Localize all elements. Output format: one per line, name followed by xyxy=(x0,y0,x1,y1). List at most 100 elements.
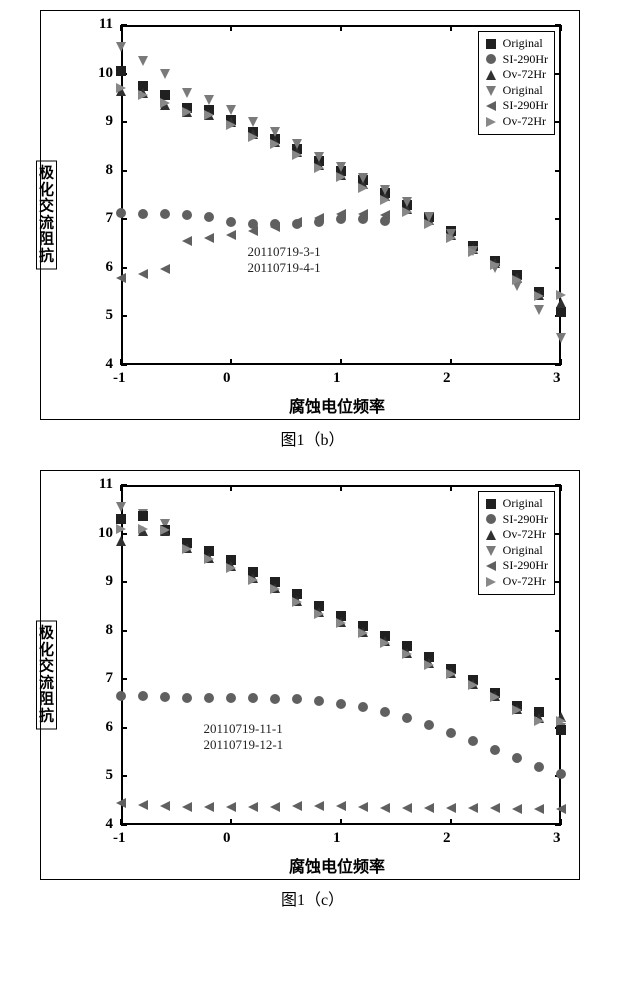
y-tick-label: 7 xyxy=(85,210,113,227)
data-point xyxy=(292,694,302,704)
data-point xyxy=(248,575,258,585)
data-point xyxy=(336,162,346,172)
data-point xyxy=(138,691,148,701)
data-point xyxy=(182,236,192,246)
data-point xyxy=(402,803,412,813)
data-point xyxy=(204,212,214,222)
x-tick-label: 1 xyxy=(333,830,341,847)
data-point xyxy=(182,693,192,703)
legend-item: Original xyxy=(485,36,548,52)
data-point xyxy=(534,762,544,772)
x-tick-label: -1 xyxy=(113,370,126,387)
data-point xyxy=(336,172,346,182)
data-point xyxy=(534,716,544,726)
data-point xyxy=(292,597,302,607)
data-point xyxy=(468,803,478,813)
legend-marker-icon xyxy=(485,576,497,588)
data-point xyxy=(358,209,368,219)
data-point xyxy=(292,217,302,227)
chart-c-frame: 4567891011-10123极化交流阻抗腐蚀电位频率20110719-11-… xyxy=(40,470,580,880)
data-point xyxy=(182,544,192,554)
data-point xyxy=(380,195,390,205)
legend: OriginalSI-290HrOv-72HrOriginalSI-290HrO… xyxy=(478,31,555,135)
data-point xyxy=(226,120,236,130)
data-point xyxy=(160,69,170,79)
data-point xyxy=(292,801,302,811)
data-point xyxy=(424,720,434,730)
data-point xyxy=(358,702,368,712)
data-point xyxy=(182,802,192,812)
data-point xyxy=(490,745,500,755)
data-point xyxy=(380,185,390,195)
legend-item: Original xyxy=(485,496,548,512)
legend-marker-icon xyxy=(485,529,497,541)
legend-marker-icon xyxy=(485,38,497,50)
chart-b-caption: 图1（b） xyxy=(30,426,595,450)
y-tick-label: 4 xyxy=(85,356,113,373)
data-point xyxy=(380,210,390,220)
data-point xyxy=(380,803,390,813)
x-axis-title: 腐蚀电位频率 xyxy=(289,853,385,877)
data-point xyxy=(138,90,148,100)
data-point xyxy=(116,691,126,701)
data-point xyxy=(534,305,544,315)
legend-item: Original xyxy=(485,543,548,559)
legend-label: Original xyxy=(503,543,543,559)
data-point xyxy=(226,230,236,240)
data-point xyxy=(314,801,324,811)
data-point xyxy=(270,802,280,812)
data-point xyxy=(314,696,324,706)
data-point xyxy=(248,132,258,142)
y-tick-label: 10 xyxy=(85,65,113,82)
data-point xyxy=(226,217,236,227)
legend-item: Ov-72Hr xyxy=(485,527,548,543)
legend-label: SI-290Hr xyxy=(503,98,548,114)
data-point xyxy=(512,705,522,715)
data-point xyxy=(160,209,170,219)
y-tick-label: 6 xyxy=(85,719,113,736)
y-tick-label: 11 xyxy=(85,16,113,33)
data-point xyxy=(468,736,478,746)
data-point xyxy=(204,95,214,105)
chart-b-block: 4567891011-10123极化交流阻抗腐蚀电位频率20110719-3-1… xyxy=(30,10,595,450)
data-point xyxy=(468,247,478,257)
data-point xyxy=(402,649,412,659)
chart-c-block: 4567891011-10123极化交流阻抗腐蚀电位频率20110719-11-… xyxy=(30,470,595,910)
data-point xyxy=(490,803,500,813)
y-tick-label: 5 xyxy=(85,307,113,324)
data-point xyxy=(424,803,434,813)
data-point xyxy=(116,83,126,93)
data-point xyxy=(336,209,346,219)
data-point xyxy=(490,260,500,270)
data-point xyxy=(270,139,280,149)
legend-label: SI-290Hr xyxy=(503,512,548,528)
legend-item: Ov-72Hr xyxy=(485,67,548,83)
data-point xyxy=(292,150,302,160)
x-tick-label: 0 xyxy=(223,370,231,387)
data-point xyxy=(556,769,566,779)
legend-marker-icon xyxy=(485,560,497,572)
legend-label: Ov-72Hr xyxy=(503,574,546,590)
x-tick-label: 2 xyxy=(443,370,451,387)
data-point xyxy=(204,693,214,703)
legend-label: SI-290Hr xyxy=(503,52,548,68)
y-tick-label: 9 xyxy=(85,113,113,130)
data-point xyxy=(248,802,258,812)
data-point xyxy=(204,802,214,812)
x-tick-label: 3 xyxy=(553,370,561,387)
data-point xyxy=(314,163,324,173)
data-point xyxy=(446,803,456,813)
data-point xyxy=(138,800,148,810)
y-tick-label: 11 xyxy=(85,476,113,493)
data-point xyxy=(248,117,258,127)
data-point xyxy=(358,173,368,183)
data-point xyxy=(270,694,280,704)
data-point xyxy=(248,693,258,703)
legend-label: Ov-72Hr xyxy=(503,114,546,130)
legend-item: SI-290Hr xyxy=(485,52,548,68)
y-axis-title: 极化交流阻抗 xyxy=(36,161,57,270)
data-point xyxy=(226,693,236,703)
data-point xyxy=(446,669,456,679)
x-tick-label: 1 xyxy=(333,370,341,387)
legend-marker-icon xyxy=(485,53,497,65)
